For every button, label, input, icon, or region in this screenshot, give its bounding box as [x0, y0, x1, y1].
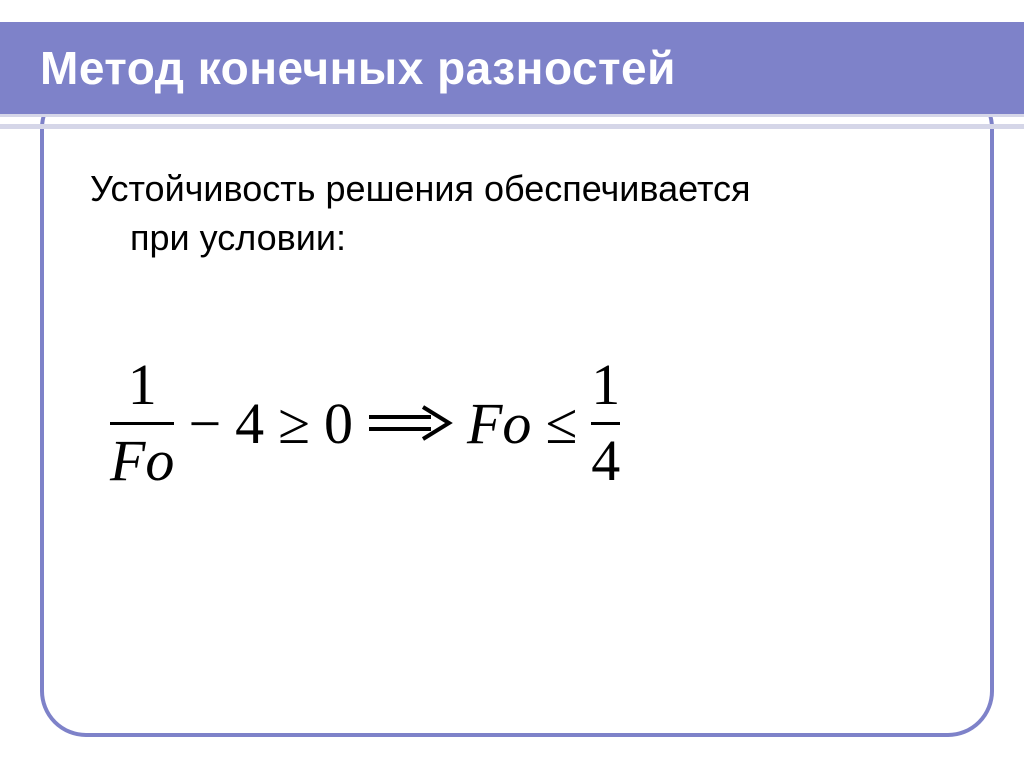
fraction-one-over-fo: 1 Fo — [110, 355, 174, 492]
title-underline-thin — [0, 114, 1024, 117]
body-line-2: при условии: — [130, 214, 954, 263]
title-band: Метод конечных разностей — [0, 22, 1024, 114]
frac1-denominator: Fo — [110, 431, 174, 492]
less-equal-sign: ≤ — [545, 390, 577, 457]
implies-arrow-icon — [365, 403, 455, 443]
fo-symbol: Fo — [467, 390, 531, 457]
frac1-numerator: 1 — [128, 355, 157, 416]
frac2-numerator: 1 — [591, 355, 620, 416]
frac1-bar — [110, 422, 174, 425]
stability-formula: 1 Fo − 4 ≥ 0 Fo ≤ 1 4 — [110, 355, 954, 492]
minus-sign: − — [188, 390, 221, 457]
constant-four: 4 — [235, 390, 264, 457]
title-underline-thick — [0, 124, 1024, 129]
fraction-one-quarter: 1 4 — [591, 355, 620, 492]
frac2-denominator: 4 — [591, 431, 620, 492]
greater-equal-sign: ≥ — [278, 390, 310, 457]
slide-title: Метод конечных разностей — [40, 41, 676, 95]
body-line-1: Устойчивость решения обеспечивается — [90, 165, 954, 214]
constant-zero: 0 — [324, 390, 353, 457]
body-paragraph: Устойчивость решения обеспечивается при … — [90, 165, 954, 262]
frac2-bar — [591, 422, 620, 425]
